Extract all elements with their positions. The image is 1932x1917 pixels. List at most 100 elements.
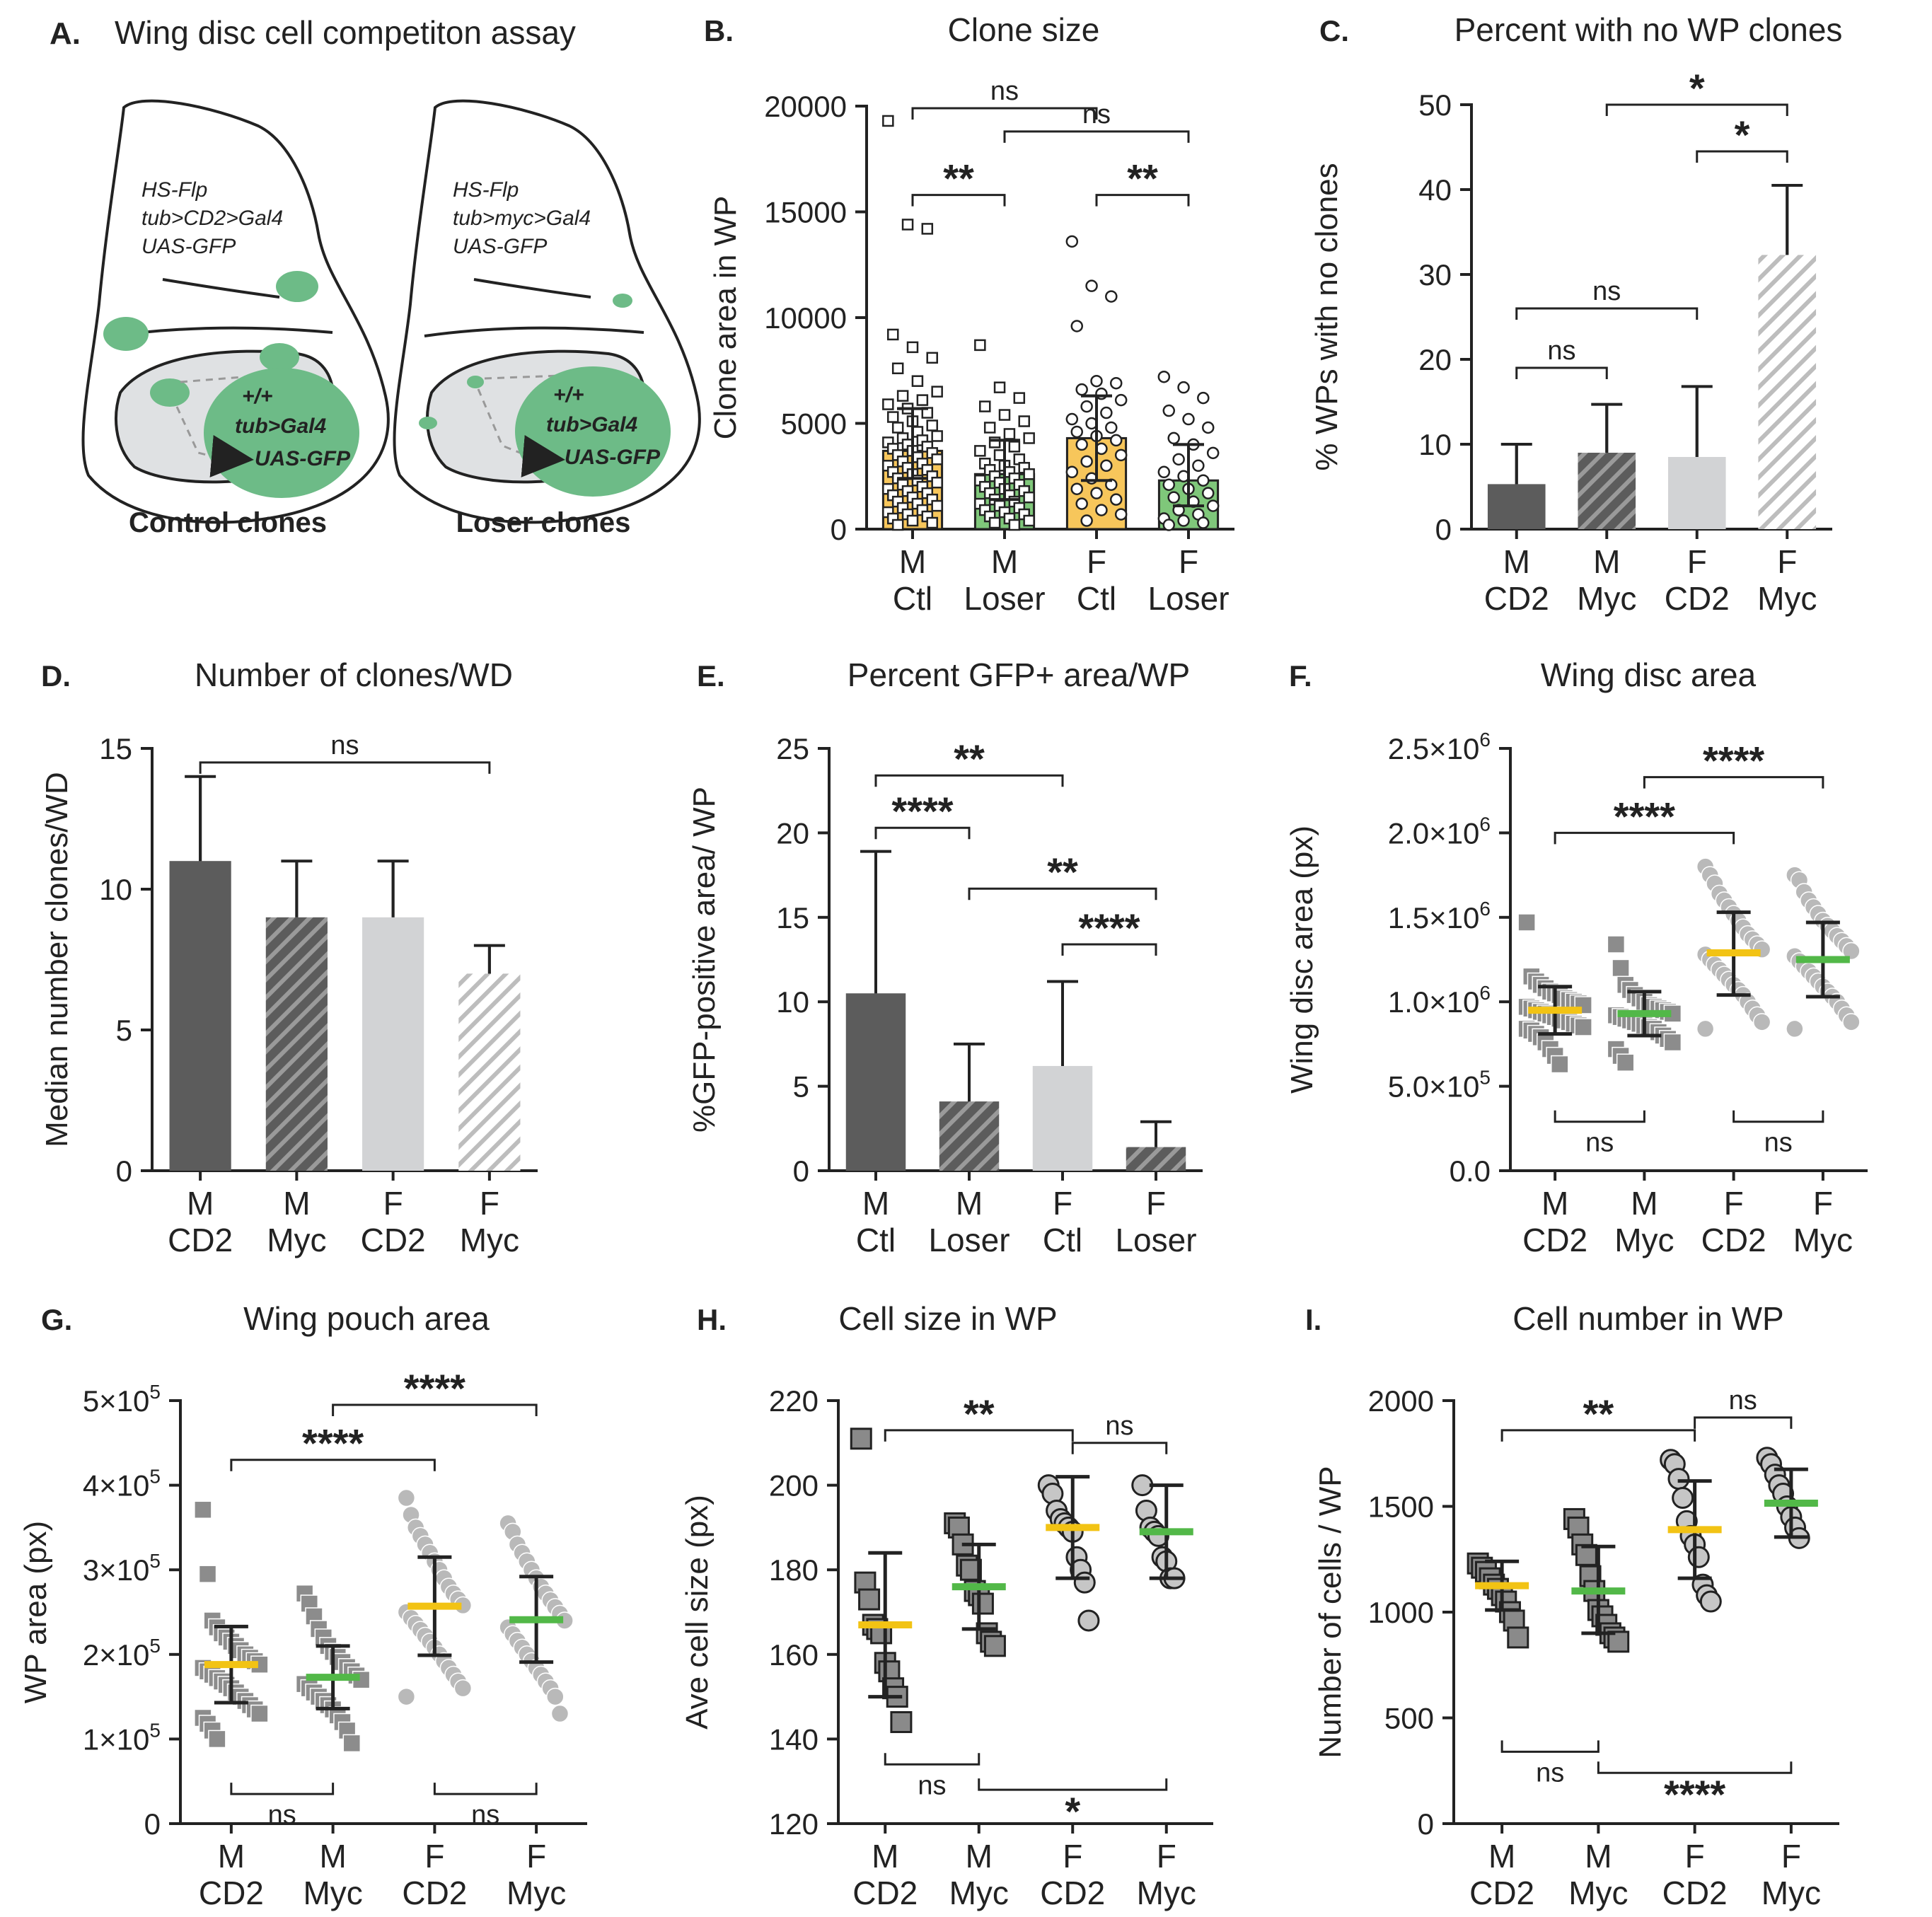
y-tick-label: 0 bbox=[116, 1154, 132, 1188]
y-tick-label: 220 bbox=[769, 1384, 819, 1418]
data-point bbox=[1197, 391, 1210, 405]
y-tick-label: 5.0×105 bbox=[1388, 1067, 1491, 1104]
significance-bracket bbox=[884, 1753, 981, 1766]
data-point bbox=[1752, 1013, 1771, 1031]
y-tick-exponent: 5 bbox=[149, 1466, 161, 1488]
y-tick-label: 1.0×106 bbox=[1388, 982, 1491, 1019]
significance-bracket bbox=[911, 107, 1098, 120]
y-axis-label: % WPs with no clones bbox=[1309, 163, 1344, 470]
y-tick-label: 1.5×106 bbox=[1388, 898, 1491, 934]
panel-a-label: A. bbox=[50, 16, 81, 51]
x-tick-label: M bbox=[1585, 1838, 1612, 1875]
clone-genotype-line: +/+ bbox=[553, 383, 584, 407]
significance-label: ns bbox=[471, 1800, 499, 1830]
data-point bbox=[1842, 1013, 1861, 1031]
data-point bbox=[1065, 235, 1079, 248]
x-tick-label: F bbox=[1777, 543, 1797, 580]
data-point bbox=[1167, 491, 1180, 504]
wing-disc-diagram-loser: HS-Flp tub>myc>Gal4 UAS-GFP +/+ tub>Gal4… bbox=[393, 99, 701, 538]
y-tick-label: 0 bbox=[831, 513, 847, 546]
data-point bbox=[1109, 434, 1123, 447]
significance-bracket bbox=[1554, 831, 1735, 845]
data-point bbox=[998, 409, 1011, 421]
y-axis-label: Median number clones/WD bbox=[40, 772, 74, 1147]
bar bbox=[1126, 1147, 1186, 1171]
y-tick-label: 15 bbox=[99, 732, 132, 765]
chart-title: Cell size in WP bbox=[838, 1300, 1057, 1337]
y-tick-label: 3×105 bbox=[83, 1550, 161, 1587]
y-tick-label: 15 bbox=[776, 901, 809, 934]
x-tick-label: M bbox=[283, 1185, 310, 1222]
y-tick-label: 0 bbox=[1435, 513, 1452, 546]
significance-bracket bbox=[911, 194, 1006, 207]
x-tick-label: M bbox=[1541, 1185, 1568, 1222]
wing-disc-outline bbox=[393, 99, 701, 524]
data-point bbox=[891, 362, 904, 375]
x-tick-label: CD2 bbox=[1701, 1222, 1766, 1258]
y-tick-label: 2.0×106 bbox=[1388, 813, 1491, 850]
x-tick-label: F bbox=[1685, 1838, 1705, 1875]
chart-title: Percent GFP+ area/WP bbox=[848, 656, 1190, 693]
data-point bbox=[1100, 459, 1113, 473]
data-point bbox=[931, 430, 943, 442]
significance-bracket bbox=[1554, 1110, 1645, 1123]
data-point bbox=[1177, 514, 1190, 527]
x-tick-label: CD2 bbox=[1665, 580, 1730, 617]
x-tick-label: M bbox=[1631, 1185, 1658, 1222]
bar bbox=[1667, 457, 1726, 529]
y-tick-label: 5×105 bbox=[83, 1381, 161, 1418]
x-tick-label: F bbox=[480, 1185, 499, 1222]
data-point bbox=[974, 339, 986, 352]
y-tick-label: 5 bbox=[116, 1014, 132, 1047]
y-axis-label: WP area (px) bbox=[18, 1521, 53, 1703]
x-tick-label: Loser bbox=[1115, 1222, 1196, 1258]
y-axis-label: Wing disc area (px) bbox=[1285, 826, 1319, 1094]
x-tick-label: Ctl bbox=[1077, 580, 1116, 617]
data-point bbox=[882, 115, 894, 127]
clone bbox=[276, 271, 318, 302]
x-tick-label: CD2 bbox=[1484, 580, 1549, 617]
data-point bbox=[988, 516, 1001, 529]
significance-label: **** bbox=[1664, 1772, 1725, 1817]
y-tick-label: 20 bbox=[776, 816, 809, 850]
y-tick-exponent: 5 bbox=[149, 1635, 161, 1657]
significance-bracket bbox=[1500, 1429, 1696, 1442]
x-tick-label: M bbox=[862, 1185, 889, 1222]
y-tick-exponent: 6 bbox=[1479, 729, 1491, 751]
data-point bbox=[1109, 376, 1123, 390]
x-tick-label: CD2 bbox=[402, 1875, 467, 1911]
significance-bracket bbox=[968, 887, 1157, 900]
data-point bbox=[931, 453, 943, 465]
x-tick-label: CD2 bbox=[852, 1875, 918, 1911]
significance-label: ns bbox=[268, 1800, 296, 1830]
data-point bbox=[1517, 913, 1536, 932]
y-tick-label: 10 bbox=[99, 873, 132, 906]
data-point bbox=[1699, 1590, 1722, 1613]
y-tick-exponent: 6 bbox=[1479, 813, 1491, 835]
y-tick-exponent: 6 bbox=[1479, 898, 1491, 920]
y-tick-label: 1000 bbox=[1368, 1596, 1434, 1629]
data-point bbox=[1574, 1018, 1592, 1036]
data-point bbox=[1206, 446, 1220, 460]
x-tick-label: F bbox=[1179, 543, 1198, 580]
x-tick-label: F bbox=[1053, 1185, 1072, 1222]
x-tick-label: F bbox=[1724, 1185, 1744, 1222]
data-point bbox=[911, 375, 924, 387]
significance-bracket bbox=[874, 826, 971, 840]
significance-bracket bbox=[1696, 150, 1788, 163]
x-tick-label: Myc bbox=[1793, 1222, 1853, 1258]
x-tick-label: CD2 bbox=[199, 1875, 264, 1911]
data-point bbox=[1077, 1609, 1100, 1632]
data-point bbox=[342, 1734, 361, 1753]
y-tick-label: 10 bbox=[1418, 428, 1452, 461]
data-point bbox=[1687, 1546, 1710, 1568]
data-point bbox=[1073, 1571, 1096, 1594]
data-point bbox=[1075, 497, 1088, 510]
y-tick-label: 15000 bbox=[764, 196, 847, 229]
significance-label: * bbox=[1735, 112, 1750, 157]
significance-bracket bbox=[1061, 943, 1157, 956]
data-point bbox=[993, 449, 1006, 461]
data-point bbox=[1095, 504, 1108, 516]
panel-label: G. bbox=[41, 1303, 72, 1336]
y-tick-label: 1×105 bbox=[83, 1719, 161, 1756]
